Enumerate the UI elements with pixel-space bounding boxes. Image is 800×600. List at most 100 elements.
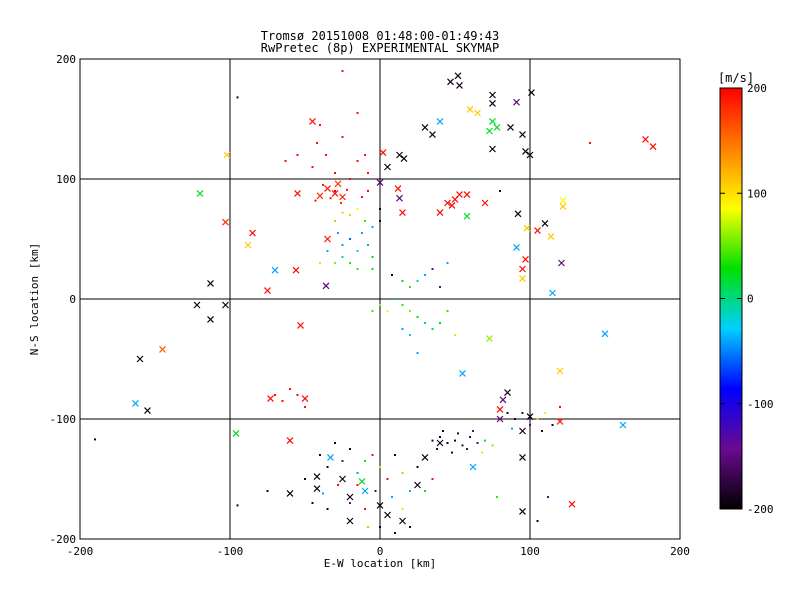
data-point-dot xyxy=(349,214,351,216)
data-point-dot xyxy=(379,304,381,306)
data-point-dot xyxy=(424,490,426,492)
data-point-dot xyxy=(439,286,441,288)
data-point-x xyxy=(526,413,534,421)
data-point-dot xyxy=(349,238,351,240)
data-point-dot xyxy=(371,310,374,312)
data-point-dot xyxy=(266,490,269,492)
data-point-x xyxy=(358,477,366,485)
data-point-x xyxy=(414,481,421,489)
data-point-dot xyxy=(374,490,377,492)
data-point-dot xyxy=(386,478,389,480)
data-point-x xyxy=(469,463,477,471)
data-point-x xyxy=(207,315,214,323)
data-point-dot xyxy=(326,508,329,510)
data-point-dot xyxy=(356,268,359,270)
data-point-dot xyxy=(454,334,456,336)
data-point-dot xyxy=(346,188,348,191)
data-point-dot xyxy=(394,298,396,300)
data-point-dot xyxy=(314,199,317,202)
data-point-dot xyxy=(544,412,546,414)
x-tick-label: -200 xyxy=(67,545,94,558)
data-point-x xyxy=(346,493,354,501)
data-point-x xyxy=(444,199,451,207)
data-point-dot xyxy=(394,532,396,534)
data-point-dot xyxy=(466,448,468,450)
data-point-dot xyxy=(341,256,344,258)
data-point-dot xyxy=(236,504,239,507)
data-point-dot xyxy=(356,160,359,162)
data-point-dot xyxy=(451,451,453,454)
data-point-dot xyxy=(541,430,543,432)
data-point-dot xyxy=(371,226,374,228)
data-point-dot xyxy=(431,439,434,442)
data-point-dot xyxy=(364,220,366,222)
colorbar-tick-label: 200 xyxy=(747,82,767,95)
data-point-x xyxy=(399,517,406,525)
y-tick-label: -200 xyxy=(50,533,77,546)
data-point-dot xyxy=(340,202,342,204)
data-point-x xyxy=(547,233,555,241)
data-point-dot xyxy=(431,478,434,480)
data-point-x xyxy=(396,151,403,159)
data-point-x xyxy=(556,417,564,425)
data-point-x xyxy=(232,429,240,437)
data-point-x xyxy=(486,127,493,135)
data-point-x xyxy=(519,507,526,515)
data-point-x xyxy=(286,489,294,497)
data-point-x xyxy=(559,203,567,211)
data-point-dot xyxy=(322,492,324,495)
data-point-x xyxy=(642,135,649,143)
data-point-dot xyxy=(371,268,374,270)
data-point-dot xyxy=(325,154,327,156)
data-point-dot xyxy=(349,178,351,180)
data-point-x xyxy=(346,517,354,525)
data-point-dot xyxy=(446,442,449,444)
data-point-dot xyxy=(367,526,369,528)
data-point-x xyxy=(396,194,403,202)
data-point-x xyxy=(301,395,309,403)
data-point-dot xyxy=(536,418,539,420)
data-point-dot xyxy=(319,454,321,456)
data-point-x xyxy=(313,473,321,481)
chart-title: Tromsø 20151008 01:48:00-01:49:43 xyxy=(261,29,499,43)
data-point-dot xyxy=(424,322,426,324)
data-point-dot xyxy=(391,496,393,498)
data-point-x xyxy=(196,189,204,197)
data-point-dot xyxy=(499,190,501,192)
colorbar-label: [m/s] xyxy=(718,71,754,85)
data-point-x xyxy=(436,209,444,217)
data-point-dot xyxy=(457,432,459,435)
data-point-x xyxy=(436,439,444,447)
data-point-dot xyxy=(367,190,369,192)
data-point-dot xyxy=(364,508,366,510)
data-point-x xyxy=(339,193,346,201)
data-point-dot xyxy=(506,412,509,414)
x-tick-label: 100 xyxy=(520,545,540,558)
data-point-dot xyxy=(439,322,441,324)
data-point-dot xyxy=(356,208,359,210)
data-point-dot xyxy=(289,388,291,390)
data-point-dot xyxy=(379,466,381,468)
data-point-dot xyxy=(461,444,464,447)
data-point-dot xyxy=(341,211,344,214)
data-point-dot xyxy=(326,250,329,252)
y-axis-ticks: -200 -100 0 100 200 xyxy=(50,53,680,546)
data-point-x xyxy=(267,395,274,403)
data-point-dot xyxy=(446,262,449,264)
data-point-dot xyxy=(436,448,438,450)
data-point-x xyxy=(463,212,471,220)
data-point-x xyxy=(526,151,534,159)
data-point-x xyxy=(136,355,144,363)
data-point-x xyxy=(448,201,456,209)
data-point-x xyxy=(454,72,462,80)
data-point-dot xyxy=(337,232,339,234)
data-point-x xyxy=(249,229,256,237)
data-point-dot xyxy=(379,220,381,222)
data-point-x xyxy=(421,453,429,461)
data-point-dot xyxy=(424,274,426,276)
data-point-dot xyxy=(94,438,96,441)
data-point-x xyxy=(489,91,496,99)
data-point-x xyxy=(144,407,151,415)
data-point-dot xyxy=(341,244,344,246)
